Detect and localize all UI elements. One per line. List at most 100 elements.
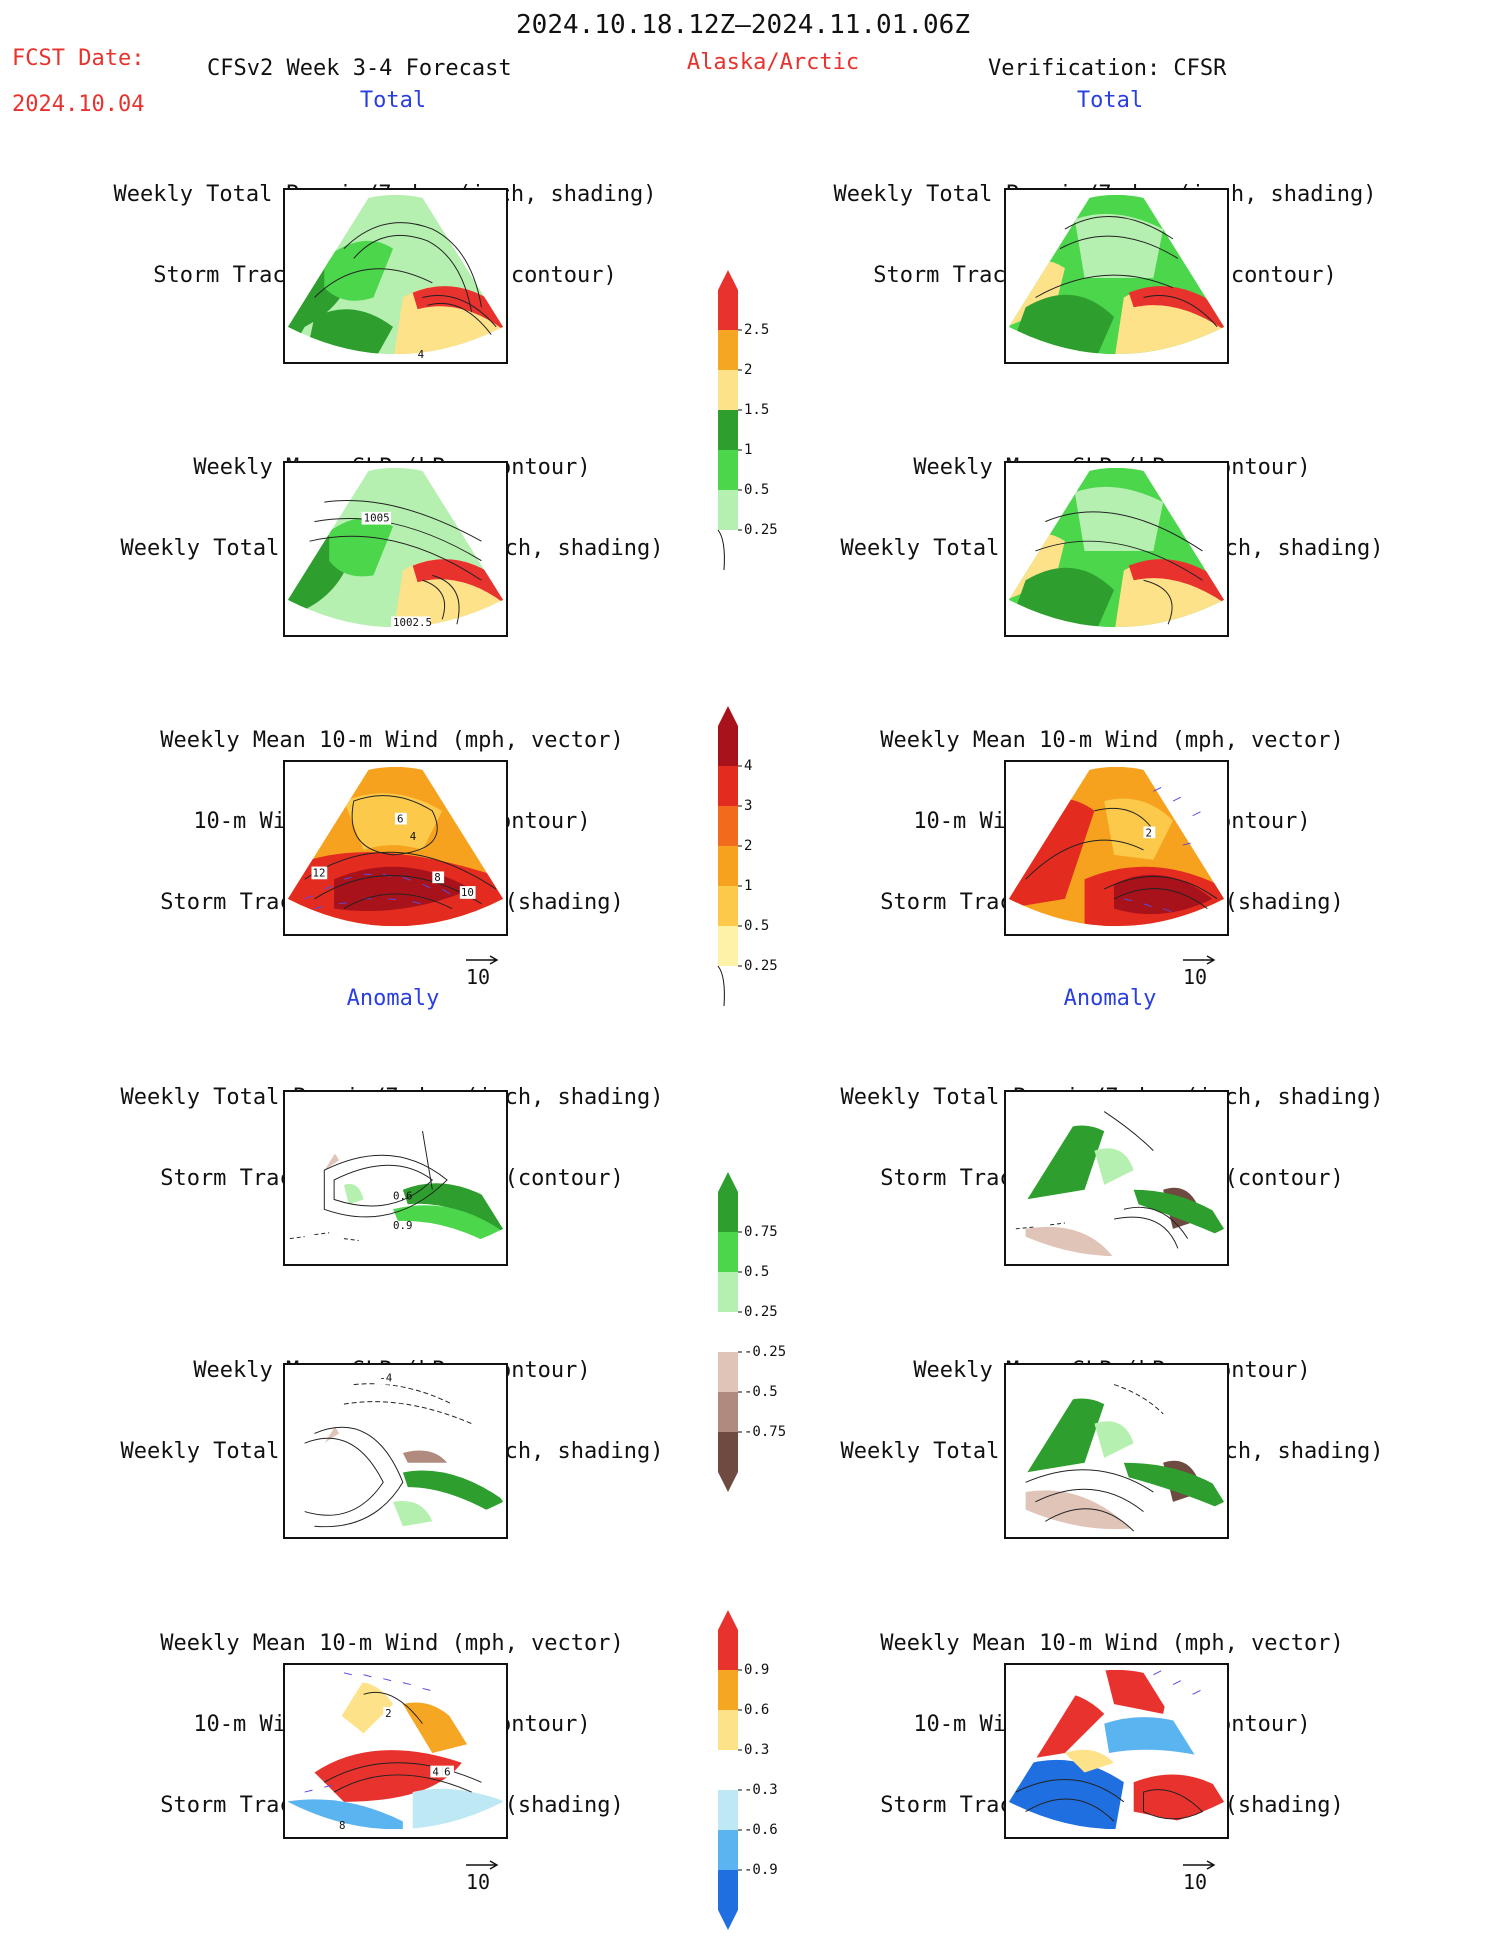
contour-label: 0.9 <box>393 1219 413 1232</box>
section-total-left: Total <box>359 88 427 113</box>
title-line: Weekly Mean 10-m Wind (mph, vector) <box>880 1631 1344 1656</box>
section-anomaly-left: Anomaly <box>346 986 440 1011</box>
vector-reference-ver-anom: 10 <box>1183 1860 1217 1894</box>
map-fc-anom-wind: 2 4 6 8 <box>283 1663 508 1839</box>
contour-label: 10 <box>461 886 474 899</box>
colorbar-segment <box>718 766 738 806</box>
contour-label: 1002.5 <box>393 616 432 629</box>
title-line: Weekly Mean 10-m Wind (mph, vector) <box>160 728 624 753</box>
contour-label: 1005 <box>364 512 390 525</box>
contour-label: 12 <box>313 866 326 879</box>
colorbar-label: 4 <box>744 758 752 774</box>
colorbar-label: 0.9 <box>744 1662 769 1678</box>
map-ver-anom-wind <box>1004 1663 1229 1839</box>
contour-label: 8 <box>434 871 441 884</box>
valid-period: 2024.10.18.12Z–2024.11.01.06Z <box>516 10 970 40</box>
fcst-date-value: 2024.10.04 <box>12 92 145 117</box>
colorbar-segment <box>718 1192 738 1232</box>
colorbar-tail <box>717 965 725 1007</box>
map-fc-anom-slp: -4 <box>283 1363 508 1539</box>
forecast-label: CFSv2 Week 3-4 Forecast <box>207 56 512 81</box>
colorbar-segment <box>718 1790 738 1830</box>
contour-label: 6 <box>397 813 404 826</box>
vector-reference-ver-total: 10 <box>1183 955 1217 989</box>
colorbar-segment <box>718 1272 738 1312</box>
vector-reference-label: 10 <box>466 965 491 989</box>
map-fc-total-precip: 4 <box>283 188 508 364</box>
colorbar-segment <box>718 410 738 450</box>
colorbar-svg: 2.5 2 1.5 1 0.5 0.25 <box>717 270 778 571</box>
section-total-right: Total <box>1076 88 1144 113</box>
colorbar-segment <box>718 1432 738 1472</box>
colorbar-segment <box>718 1670 738 1710</box>
arrow-icon <box>466 955 499 965</box>
colorbar-total-storm: 4 3 2 1 0.5 0.25 <box>717 706 808 1010</box>
contour-label: 6 <box>444 1765 451 1778</box>
vector-reference-label: 10 <box>466 1870 491 1894</box>
colorbar-segment <box>718 1352 738 1392</box>
colorbar-segment <box>718 846 738 886</box>
colorbar-segment <box>718 1232 738 1272</box>
colorbar-label: 0.75 <box>744 1224 778 1240</box>
contour-label: 0.6 <box>393 1190 413 1203</box>
colorbar-segment <box>718 1830 738 1870</box>
map-ver-anom-slp <box>1004 1363 1229 1539</box>
vector-reference-label: 10 <box>1183 965 1208 989</box>
arrow-icon <box>1183 1860 1216 1870</box>
colorbar-label: 0.5 <box>744 1264 769 1280</box>
vector-reference-fc-total: 10 <box>466 955 500 989</box>
colorbar-total-precip: 2.5 2 1.5 1 0.5 0.25 <box>717 270 808 574</box>
title-line: Weekly Mean 10-m Wind (mph, vector) <box>880 728 1344 753</box>
colorbar-segment <box>718 490 738 530</box>
colorbar-label: 1 <box>744 878 752 894</box>
colorbar-label: 1 <box>744 442 752 458</box>
colorbar-top-arrow <box>718 706 738 726</box>
colorbar-label: 0.5 <box>744 482 769 498</box>
colorbar-label: 0.6 <box>744 1702 769 1718</box>
colorbar-svg: 0.9 0.6 0.3 -0.3 -0.6 -0.9 <box>718 1610 778 1930</box>
map-fc-anom-precip: 0.6 0.9 <box>283 1090 508 1266</box>
vector-reference-label: 10 <box>1183 1870 1208 1894</box>
contour-label: 2 <box>1145 826 1152 839</box>
colorbar-label: -0.5 <box>744 1384 778 1400</box>
contour-label: 2 <box>385 1707 392 1720</box>
colorbar-label: -0.25 <box>744 1344 786 1360</box>
colorbar-segment <box>718 290 738 330</box>
colorbar-segment <box>718 806 738 846</box>
colorbar-top-arrow <box>718 270 738 290</box>
colorbar-segment <box>718 1710 738 1750</box>
region-title: Alaska/Arctic <box>686 50 860 75</box>
map-ver-total-precip <box>1004 188 1229 364</box>
colorbar-segment <box>718 1392 738 1432</box>
arrow-icon <box>1183 955 1216 965</box>
map-ver-anom-precip <box>1004 1090 1229 1266</box>
colorbar-bottom-arrow <box>718 1472 738 1492</box>
verification-label: Verification: CFSR <box>988 56 1227 81</box>
contour-label: 4 <box>410 830 417 843</box>
colorbar-label: 2 <box>744 838 752 854</box>
colorbar-label: 0.25 <box>744 958 778 974</box>
colorbar-anom-storm: 0.9 0.6 0.3 -0.3 -0.6 -0.9 <box>718 1610 808 1954</box>
colorbar-segment <box>718 926 738 966</box>
contour-label: 8 <box>339 1819 346 1832</box>
colorbar-segment <box>718 1312 738 1352</box>
colorbar-segment <box>718 370 738 410</box>
colorbar-top-arrow <box>718 1610 738 1630</box>
colorbar-bottom-arrow <box>718 1910 738 1930</box>
colorbar-label: -0.6 <box>744 1822 778 1838</box>
colorbar-segment <box>718 1870 738 1910</box>
colorbar-label: 3 <box>744 798 752 814</box>
contour-label: 4 <box>418 348 425 361</box>
title-line: Weekly Mean 10-m Wind (mph, vector) <box>160 1631 624 1656</box>
colorbar-label: -0.3 <box>744 1782 778 1798</box>
map-ver-total-slp <box>1004 461 1229 637</box>
colorbar-svg: 0.75 0.5 0.25 -0.25 -0.5 -0.75 <box>718 1172 786 1492</box>
colorbar-tail <box>717 529 725 571</box>
colorbar-segment <box>718 1630 738 1670</box>
vector-reference-fc-anom: 10 <box>466 1860 500 1894</box>
map-fc-total-slp: 1005 1002.5 <box>283 461 508 637</box>
colorbar-label: -0.75 <box>744 1424 786 1440</box>
colorbar-segment <box>718 726 738 766</box>
fcst-date-label: FCST Date: <box>12 46 145 71</box>
colorbar-anom-precip: 0.75 0.5 0.25 -0.25 -0.5 -0.75 <box>718 1172 808 1516</box>
